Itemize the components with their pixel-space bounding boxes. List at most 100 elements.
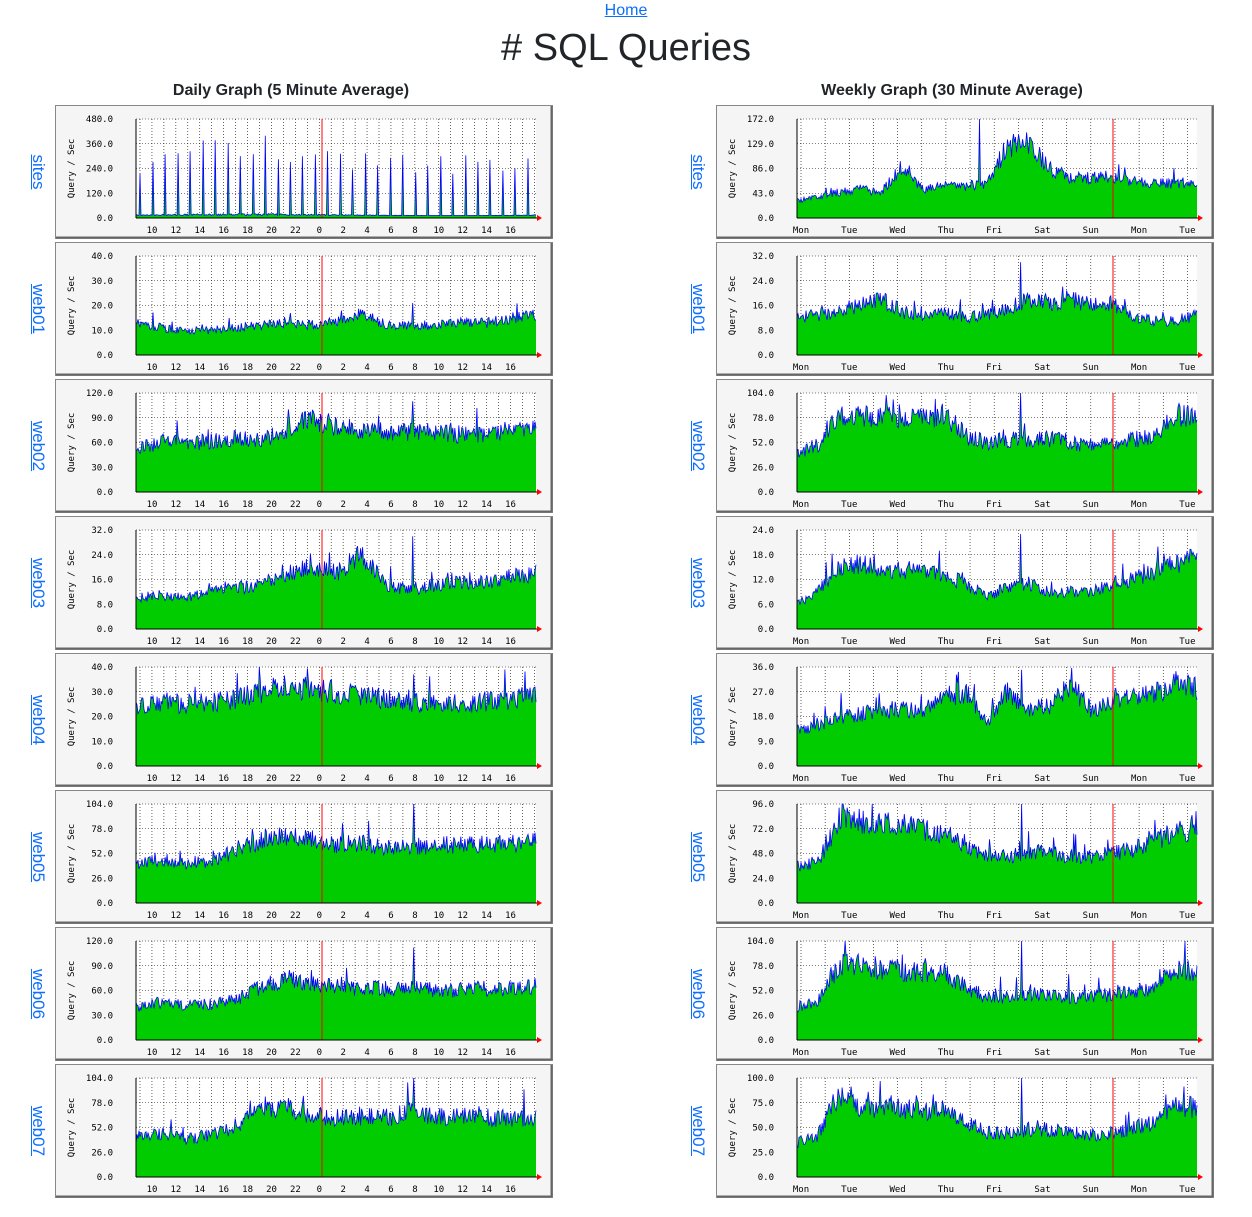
graph-weekly-web01[interactable]: 0.0 8.0 16.0 24.0 32.0 Mon Tue Wed Thu Fri Sat Sun M… (716, 242, 1214, 376)
host-link-weekly-web06[interactable]: web06 (686, 927, 710, 1061)
host-link-label[interactable]: web06 (29, 968, 48, 1020)
graph-daily-web06[interactable]: 0.0 30.0 60.0 90.0 120.0 10 12 14 16 18 20 22 0 2 4 6 8 1… (55, 927, 553, 1061)
graph-weekly-web04[interactable]: 0.0 9.0 18.0 27.0 36.0 Mon Tue Wed Thu Fri Sat Sun M… (716, 653, 1214, 787)
x-tick-label: Mon (1131, 500, 1147, 510)
x-tick-label: 8 (412, 774, 417, 784)
host-link-daily-web02[interactable]: web02 (26, 379, 50, 513)
host-link-label[interactable]: web01 (29, 283, 48, 335)
x-tick-label: Mon (793, 500, 809, 510)
host-link-weekly-web04[interactable]: web04 (686, 653, 710, 787)
host-link-label[interactable]: web04 (29, 694, 48, 746)
x-tick-label: 12 (457, 911, 468, 921)
x-tick-label: Wed (889, 226, 905, 236)
x-tick-label: 16 (218, 911, 229, 921)
x-tick-label: 2 (340, 911, 345, 921)
host-link-label[interactable]: sites (29, 154, 48, 190)
host-link-label[interactable]: web06 (689, 968, 708, 1020)
x-tick-label: 16 (505, 1048, 516, 1058)
host-link-label[interactable]: sites (689, 154, 708, 190)
x-axis-arrow-icon (537, 352, 542, 358)
page-title: # SQL Queries (501, 27, 751, 69)
graph-weekly-web02[interactable]: 0.0 26.0 52.0 78.0 104.0 Mon Tue Wed Thu Fri Sat Su… (716, 379, 1214, 513)
host-link-daily-web04[interactable]: web04 (26, 653, 50, 787)
y-tick-label: 20.0 (91, 302, 113, 312)
x-tick-label: 0 (317, 1185, 322, 1195)
x-tick-label: 16 (218, 363, 229, 373)
host-link-label[interactable]: web07 (689, 1105, 708, 1157)
x-tick-label: 14 (481, 1048, 492, 1058)
host-link-weekly-web07[interactable]: web07 (686, 1064, 710, 1198)
x-tick-label: Tue (841, 1048, 857, 1058)
graph-daily-web03[interactable]: 0.0 8.0 16.0 24.0 32.0 10 12 14 16 18 20 22 0 2 4 6 8 10 1… (55, 516, 553, 650)
y-tick-label: 52.0 (752, 439, 774, 449)
host-link-daily-web07[interactable]: web07 (26, 1064, 50, 1198)
series-line (135, 401, 537, 455)
host-link-weekly-web02[interactable]: web02 (686, 379, 710, 513)
graph-daily-web04[interactable]: 0.0 10.0 20.0 30.0 40.0 10 12 14 16 18 20 22 0 2 4 6 8 10… (55, 653, 553, 787)
host-link-daily-web05[interactable]: web05 (26, 790, 50, 924)
x-tick-label: 10 (433, 1048, 444, 1058)
host-link-weekly-sites[interactable]: sites (686, 105, 710, 239)
host-link-weekly-web03[interactable]: web03 (686, 516, 710, 650)
x-tick-label: 16 (505, 500, 516, 510)
host-link-label[interactable]: web04 (689, 694, 708, 746)
x-tick-label: 16 (505, 226, 516, 236)
x-tick-label: 16 (505, 774, 516, 784)
graph-daily-web07[interactable]: 0.0 26.0 52.0 78.0 104.0 10 12 14 16 18 20 22 0 2 4 6 8 1… (55, 1064, 553, 1198)
x-axis-arrow-icon (1198, 626, 1203, 632)
x-tick-label: 20 (266, 500, 277, 510)
y-axis-title: Query / Sec (728, 687, 738, 747)
y-tick-label: 360.0 (86, 140, 113, 150)
host-link-label[interactable]: web05 (689, 831, 708, 883)
x-tick-label: Mon (1131, 637, 1147, 647)
series-line (796, 392, 1198, 458)
x-tick-label: 10 (433, 226, 444, 236)
host-link-label[interactable]: web01 (689, 283, 708, 335)
x-tick-label: 14 (194, 637, 205, 647)
y-axis-title: Query / Sec (728, 413, 738, 473)
x-tick-label: 4 (364, 774, 369, 784)
home-link[interactable]: Home (604, 2, 648, 19)
host-link-label[interactable]: web07 (29, 1105, 48, 1157)
host-link-daily-sites[interactable]: sites (26, 105, 50, 239)
host-link-label[interactable]: web05 (29, 831, 48, 883)
host-link-daily-web06[interactable]: web06 (26, 927, 50, 1061)
host-link-weekly-web05[interactable]: web05 (686, 790, 710, 924)
x-tick-label: Sun (1083, 1185, 1099, 1195)
x-tick-label: Fri (986, 774, 1002, 784)
y-tick-label: 24.0 (752, 526, 774, 536)
x-tick-label: Mon (1131, 774, 1147, 784)
host-link-label[interactable]: web02 (689, 420, 708, 472)
graph-weekly-web07[interactable]: 0.0 25.0 50.0 75.0 100.0 Mon Tue Wed Thu Fri Sat Su… (716, 1064, 1214, 1198)
graph-weekly-web03[interactable]: 0.0 6.0 12.0 18.0 24.0 Mon Tue Wed Thu Fri Sat Sun M… (716, 516, 1214, 650)
y-axis-title: Query / Sec (728, 276, 738, 336)
host-link-daily-web01[interactable]: web01 (26, 242, 50, 376)
host-link-label[interactable]: web02 (29, 420, 48, 472)
graph-weekly-web05[interactable]: 0.0 24.0 48.0 72.0 96.0 Mon Tue Wed Thu Fri Sat Sun… (716, 790, 1214, 924)
x-tick-label: 18 (242, 1048, 253, 1058)
x-tick-label: 20 (266, 637, 277, 647)
x-tick-label: 2 (340, 774, 345, 784)
graph-weekly-web06[interactable]: 0.0 26.0 52.0 78.0 104.0 Mon Tue Wed Thu Fri Sat Su… (716, 927, 1214, 1061)
host-link-daily-web03[interactable]: web03 (26, 516, 50, 650)
graph-daily-sites[interactable]: 0.0 120.0 240.0 360.0 480.0 10 12 14 16 18 20 22 0 2 4… (55, 105, 553, 239)
graph-daily-web01[interactable]: 0.0 10.0 20.0 30.0 40.0 10 12 14 16 18 20 22 0 2 4 6 8 10… (55, 242, 553, 376)
host-link-label[interactable]: web03 (29, 557, 48, 609)
x-tick-label: 6 (388, 1185, 393, 1195)
x-axis-arrow-icon (1198, 1174, 1203, 1180)
x-tick-label: Thu (938, 911, 954, 921)
y-tick-label: 104.0 (747, 389, 774, 399)
y-tick-label: 0.0 (97, 625, 113, 635)
graph-daily-web05[interactable]: 0.0 26.0 52.0 78.0 104.0 10 12 14 16 18 20 22 0 2 4 6 8 1… (55, 790, 553, 924)
x-tick-label: Sat (1034, 500, 1050, 510)
x-tick-label: Fri (986, 363, 1002, 373)
graph-weekly-sites[interactable]: 0.0 43.0 86.0 129.0 172.0 Mon Tue Wed Thu Fri Sat S… (716, 105, 1214, 239)
graph-daily-web02[interactable]: 0.0 30.0 60.0 90.0 120.0 10 12 14 16 18 20 22 0 2 4 6 8 1… (55, 379, 553, 513)
y-tick-label: 18.0 (752, 713, 774, 723)
y-tick-label: 78.0 (91, 1099, 113, 1109)
host-link-weekly-web01[interactable]: web01 (686, 242, 710, 376)
series-line (135, 803, 537, 870)
x-tick-label: 22 (290, 500, 301, 510)
host-link-label[interactable]: web03 (689, 557, 708, 609)
y-tick-label: 16.0 (91, 576, 113, 586)
